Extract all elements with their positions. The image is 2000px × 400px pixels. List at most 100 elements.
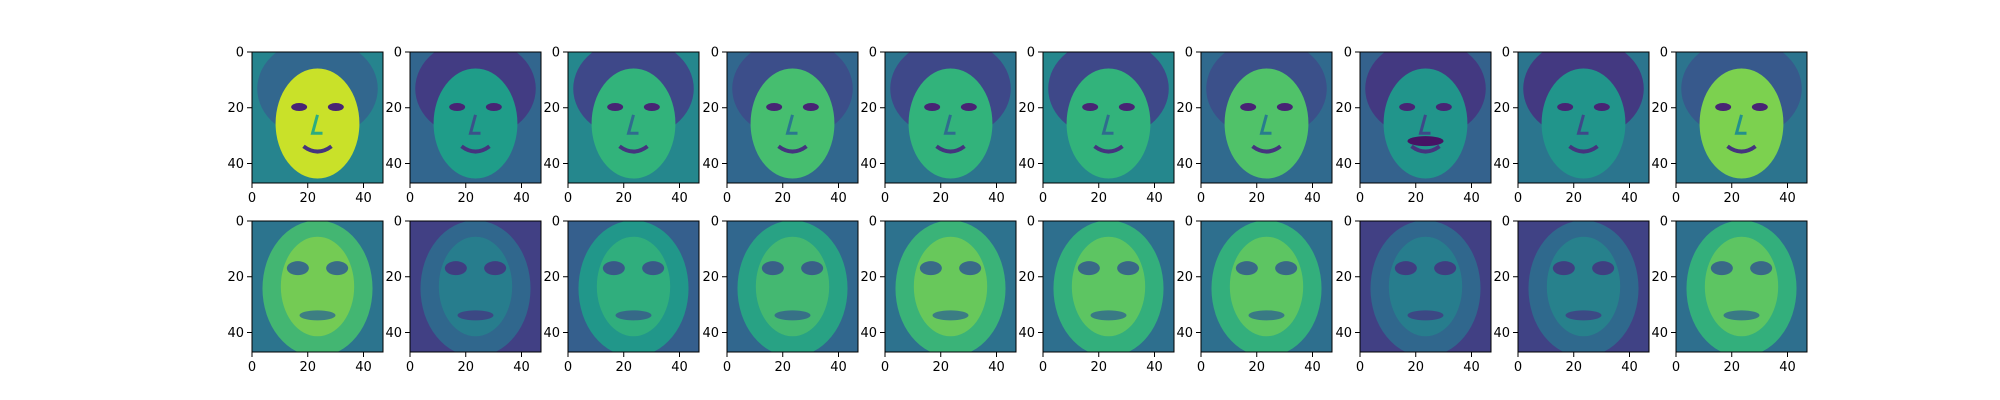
x-tick-label: 0 — [564, 191, 572, 206]
y-tick-label: 0 — [1660, 215, 1668, 230]
x-tick-label: 0 — [248, 360, 256, 375]
axes-frame — [726, 220, 859, 353]
face-highlight — [1071, 236, 1146, 337]
face-skin — [750, 68, 835, 179]
face-image — [252, 221, 383, 352]
left-eye — [761, 261, 784, 276]
x-tick-label: 40 — [355, 191, 372, 206]
x-tick-label: 40 — [1304, 360, 1321, 375]
x-tick-label: 0 — [723, 360, 731, 375]
axes-frame — [1042, 220, 1175, 353]
face-panel-r0-c7: 0 20 40 0 20 40 — [1335, 46, 1492, 206]
y-tick-label: 0 — [711, 215, 719, 230]
x-tick-label: 20 — [615, 191, 632, 206]
face-image — [568, 52, 699, 183]
face-panel-r1-c5: 0 20 40 0 20 40 — [1018, 215, 1175, 375]
face-skin — [275, 68, 360, 179]
left-eye — [1240, 103, 1257, 112]
face-panel-r0-c4: 0 20 40 0 20 40 — [860, 46, 1017, 206]
y-tick-label: 20 — [860, 270, 877, 285]
right-eye — [801, 261, 824, 276]
face-panel-r1-c0: 0 20 40 0 20 40 — [227, 215, 384, 375]
x-tick-label: 20 — [299, 191, 316, 206]
x-tick-label: 40 — [830, 360, 847, 375]
left-eye — [1715, 103, 1732, 112]
axes-frame — [726, 51, 859, 184]
y-tick-label: 40 — [702, 157, 719, 172]
axes-frame — [884, 51, 1017, 184]
y-tick-label: 20 — [543, 270, 560, 285]
y-tick-label: 40 — [543, 326, 560, 341]
y-tick-label: 40 — [1176, 326, 1193, 341]
face-skin — [433, 68, 518, 179]
y-tick-label: 0 — [1344, 46, 1352, 61]
x-tick-label: 40 — [1463, 360, 1480, 375]
x-tick-label: 20 — [1407, 360, 1424, 375]
face-panel-r0-c5: 0 20 40 0 20 40 — [1018, 46, 1175, 206]
face-highlight — [1388, 236, 1463, 337]
y-tick-label: 20 — [1335, 101, 1352, 116]
x-tick-label: 0 — [1356, 191, 1364, 206]
face-image — [727, 221, 858, 352]
face-panel-r1-c2: 0 20 40 0 20 40 — [543, 215, 700, 375]
nose — [310, 114, 323, 135]
y-tick-label: 40 — [1018, 326, 1035, 341]
face-image — [1676, 52, 1807, 183]
axes-frame — [251, 220, 384, 353]
y-tick-label: 40 — [1493, 157, 1510, 172]
mouth — [774, 310, 811, 321]
nose — [1734, 114, 1747, 135]
left-eye — [291, 103, 308, 112]
face-image — [410, 52, 541, 183]
mouth — [935, 144, 966, 154]
mouth — [1565, 310, 1602, 321]
right-eye — [643, 103, 660, 112]
left-eye — [1710, 261, 1733, 276]
x-tick-label: 40 — [1779, 360, 1796, 375]
y-tick-label: 40 — [385, 326, 402, 341]
mouth — [932, 310, 969, 321]
x-tick-label: 40 — [513, 191, 530, 206]
x-tick-label: 40 — [1779, 191, 1796, 206]
x-tick-label: 0 — [1514, 191, 1522, 206]
y-tick-label: 0 — [236, 215, 244, 230]
x-tick-label: 0 — [406, 360, 414, 375]
x-tick-label: 20 — [774, 360, 791, 375]
mouth — [1568, 144, 1599, 154]
y-tick-label: 20 — [385, 270, 402, 285]
face-image — [885, 52, 1016, 183]
mouth — [1407, 310, 1444, 321]
left-eye — [286, 261, 309, 276]
y-tick-label: 20 — [1176, 270, 1193, 285]
mouth — [299, 310, 336, 321]
nose — [1259, 114, 1272, 135]
face-panel-r1-c6: 0 20 40 0 20 40 — [1176, 215, 1333, 375]
y-tick-label: 20 — [227, 101, 244, 116]
y-tick-label: 20 — [1176, 101, 1193, 116]
x-tick-label: 40 — [671, 191, 688, 206]
axes-frame — [1517, 220, 1650, 353]
y-tick-label: 0 — [394, 46, 402, 61]
right-eye — [802, 103, 819, 112]
x-tick-label: 40 — [830, 191, 847, 206]
y-tick-label: 0 — [1027, 46, 1035, 61]
mouth — [457, 310, 494, 321]
mouth — [1090, 310, 1127, 321]
x-tick-label: 0 — [1356, 360, 1364, 375]
y-tick-label: 40 — [1176, 157, 1193, 172]
x-tick-label: 0 — [723, 191, 731, 206]
x-tick-label: 20 — [615, 360, 632, 375]
left-eye — [1394, 261, 1417, 276]
x-tick-label: 40 — [1146, 360, 1163, 375]
face-highlight — [1704, 236, 1779, 337]
y-tick-label: 0 — [552, 46, 560, 61]
y-tick-label: 0 — [1660, 46, 1668, 61]
face-highlight — [913, 236, 988, 337]
left-eye — [924, 103, 941, 112]
y-tick-label: 20 — [1335, 270, 1352, 285]
face-panel-r1-c4: 0 20 40 0 20 40 — [860, 215, 1017, 375]
face-panel-r1-c3: 0 20 40 0 20 40 — [702, 215, 859, 375]
y-tick-label: 20 — [1493, 270, 1510, 285]
face-skin — [1541, 68, 1626, 179]
